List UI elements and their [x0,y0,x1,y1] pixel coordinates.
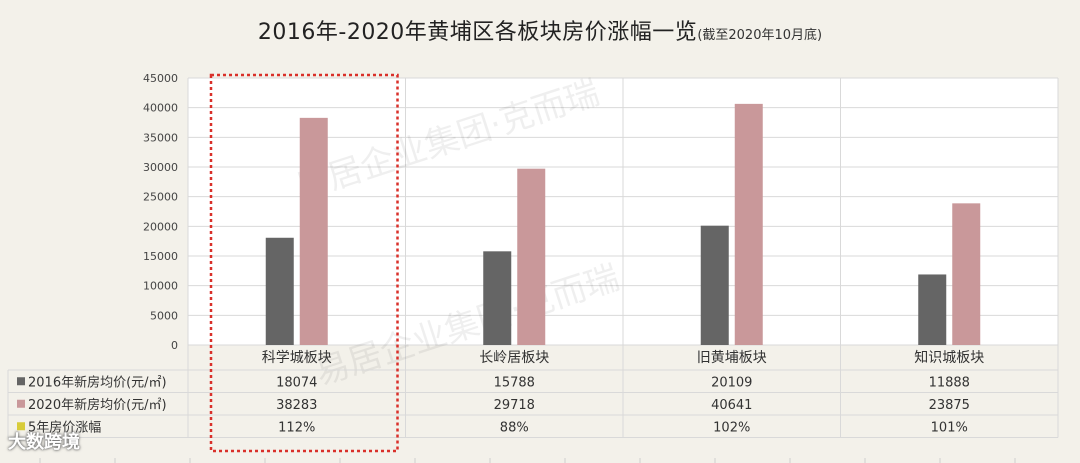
corner-logo: 大数跨境 [8,432,80,453]
gridlines [187,77,1059,438]
table-row-label: 2020年新房均价(元/㎡) [28,397,167,413]
legend-key [17,399,25,408]
bar-2016 [700,225,729,345]
table-cell: 88% [500,420,529,435]
category-labels: 科学城板块 长岭居板块 旧黄埔板块 知识城板块 [262,349,985,366]
y-tick-label: 10000 [143,280,178,293]
table-cell: 40641 [711,398,752,413]
chart-subtitle: (截至2020年10月底) [697,28,823,43]
bar-2020 [299,117,328,345]
bar-2016 [918,274,947,345]
data-table: 2016年新房均价(元/㎡) 18074 15788 20109 11888 2020年新… [7,369,1058,463]
category-label: 知识城板块 [914,349,984,366]
chart-title: 2016年-2020年黄埔区各板块房价涨幅一览(截至2020年10月底) [0,14,1080,46]
y-tick-label: 15000 [143,250,178,263]
legend-key [17,422,25,431]
y-tick-label: 5000 [150,309,178,322]
y-tick-label: 30000 [143,161,178,174]
table-cell: 102% [713,420,750,435]
legend-key [17,377,25,386]
table-cell: 23875 [929,398,970,413]
highlight-box [209,73,399,453]
bar-2020 [952,203,981,345]
y-tick-label: 25000 [143,191,178,204]
y-tick-label: 40000 [143,102,178,115]
table-row-label: 5年房价涨幅 [28,419,101,435]
y-tick-label: 0 [171,339,178,352]
category-label: 科学城板块 [262,350,332,366]
y-tick-label: 35000 [143,131,178,144]
y-tick-label: 20000 [143,220,178,233]
table-row-label: 2016年新房均价(元/㎡) [28,374,167,390]
bar-2020 [517,168,546,345]
bars [265,103,981,345]
chart-title-main: 2016年-2020年黄埔区各板块房价涨幅一览 [257,20,698,45]
table-cell: 112% [278,420,315,435]
table-cell: 15788 [494,375,535,390]
table-cell: 101% [931,420,968,435]
table-cell: 20109 [711,375,752,390]
table-cell: 18074 [276,375,317,390]
y-axis-ticks: 0 5000 10000 15000 20000 25000 30000 35000 40000… [143,72,178,352]
bar-2016 [265,237,294,345]
y-tick-label: 45000 [143,72,178,85]
highlight-box-0 [209,73,399,453]
table-cell: 11888 [929,375,970,390]
table-cell: 29718 [494,398,535,413]
bar-2020 [734,103,763,345]
table-cell: 38283 [276,398,317,413]
bar-2016 [483,251,512,345]
category-label: 旧黄埔板块 [697,349,767,366]
category-label: 长岭居板块 [479,350,549,366]
